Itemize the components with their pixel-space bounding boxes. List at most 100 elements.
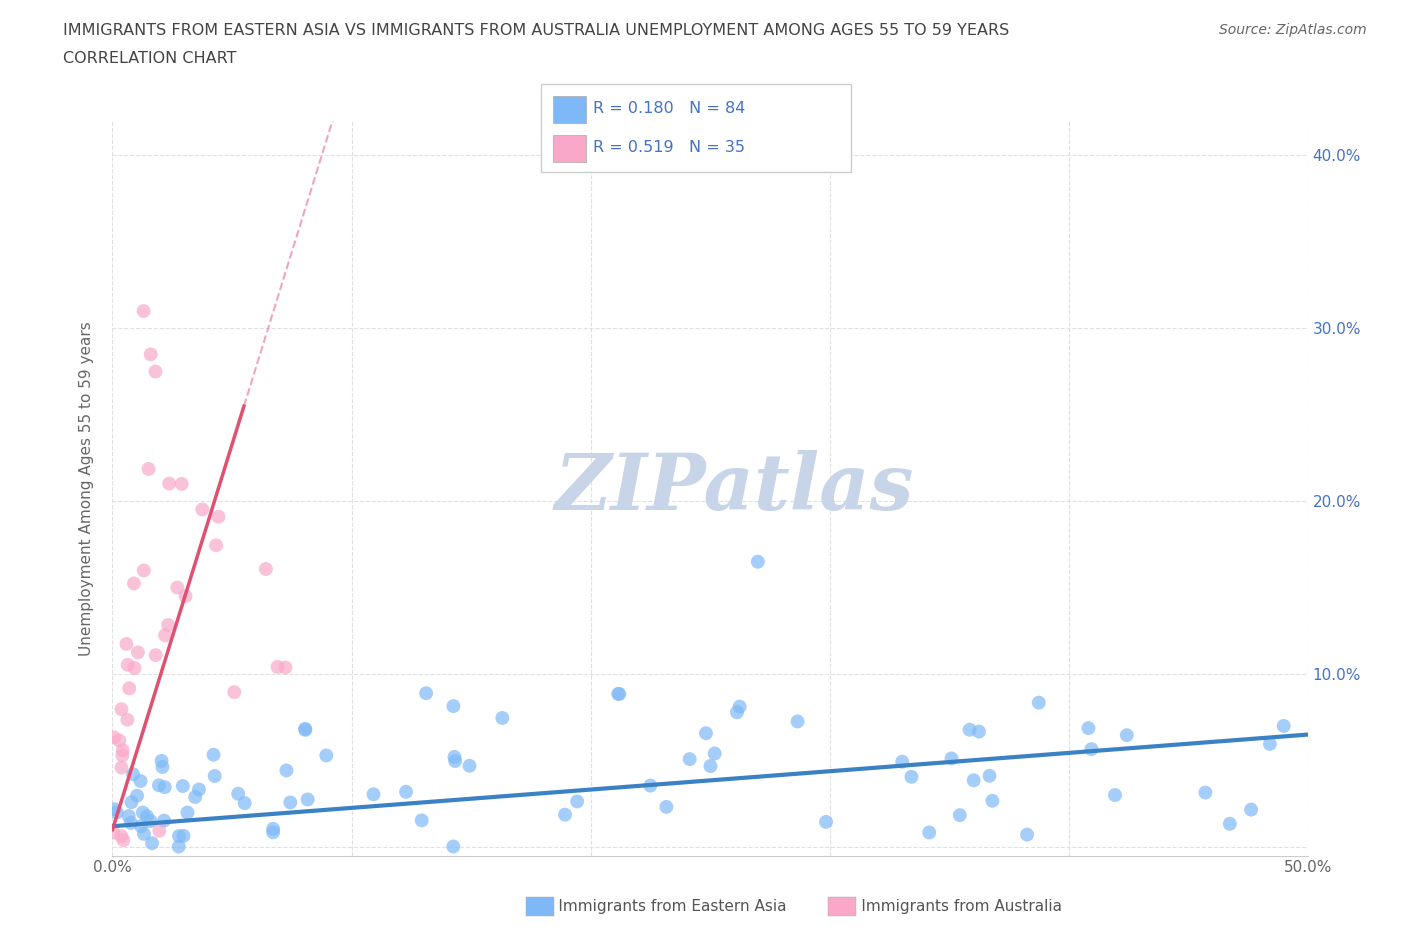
Point xyxy=(138,461,160,476)
Point xyxy=(184,790,207,804)
Point xyxy=(153,628,176,643)
Point xyxy=(786,714,808,729)
Point xyxy=(747,554,769,569)
Point xyxy=(918,825,941,840)
Point xyxy=(815,815,838,830)
Point xyxy=(415,685,437,700)
Point xyxy=(262,825,284,840)
Point xyxy=(274,660,297,675)
Point xyxy=(117,658,139,672)
Point xyxy=(187,782,209,797)
Point xyxy=(103,825,125,840)
Point xyxy=(132,563,155,578)
Point xyxy=(1194,785,1216,800)
Point xyxy=(122,576,145,591)
Point xyxy=(120,816,142,830)
Point xyxy=(132,827,155,842)
Point xyxy=(297,792,319,807)
Point xyxy=(411,813,433,828)
Point xyxy=(173,829,195,844)
Point xyxy=(111,748,134,763)
Point xyxy=(728,699,751,714)
Point xyxy=(141,880,163,895)
Y-axis label: Unemployment Among Ages 55 to 59 years: Unemployment Among Ages 55 to 59 years xyxy=(79,321,94,656)
Point xyxy=(148,777,170,792)
Text: Source: ZipAtlas.com: Source: ZipAtlas.com xyxy=(1219,23,1367,37)
Point xyxy=(139,347,162,362)
Point xyxy=(1272,719,1295,734)
Point xyxy=(103,730,125,745)
Point xyxy=(567,794,589,809)
Point xyxy=(703,746,725,761)
Text: ZIPatlas: ZIPatlas xyxy=(554,450,914,526)
Point xyxy=(127,645,149,660)
Point xyxy=(294,722,316,737)
Point xyxy=(129,774,152,789)
Point xyxy=(900,769,922,784)
Point xyxy=(117,712,139,727)
Point xyxy=(655,800,678,815)
Text: IMMIGRANTS FROM EASTERN ASIA VS IMMIGRANTS FROM AUSTRALIA UNEMPLOYMENT AMONG AGE: IMMIGRANTS FROM EASTERN ASIA VS IMMIGRAN… xyxy=(63,23,1010,38)
Point xyxy=(1077,721,1099,736)
Text: R = 0.519   N = 35: R = 0.519 N = 35 xyxy=(593,140,745,155)
Point xyxy=(207,510,229,525)
Point xyxy=(363,787,385,802)
Point xyxy=(127,789,149,804)
Point xyxy=(640,778,662,793)
Point xyxy=(959,723,981,737)
Point xyxy=(491,711,513,725)
Point xyxy=(725,705,748,720)
Point xyxy=(150,753,173,768)
Point xyxy=(967,724,990,739)
Point xyxy=(1080,742,1102,757)
Point xyxy=(157,476,180,491)
Point xyxy=(157,618,180,632)
Point xyxy=(145,647,167,662)
Point xyxy=(441,839,464,854)
Point xyxy=(148,823,170,838)
Point xyxy=(167,829,190,844)
Point xyxy=(121,795,143,810)
Point xyxy=(443,750,465,764)
Point xyxy=(441,698,464,713)
Point xyxy=(294,723,316,737)
Point xyxy=(278,795,301,810)
Point xyxy=(458,758,481,773)
Point xyxy=(174,589,197,604)
Point xyxy=(276,763,298,777)
Point xyxy=(395,784,418,799)
Point xyxy=(679,751,702,766)
Point xyxy=(979,768,1001,783)
Point xyxy=(1015,827,1038,842)
Point xyxy=(444,753,467,768)
Point xyxy=(1115,727,1137,742)
Point xyxy=(167,839,190,854)
Point xyxy=(103,802,125,817)
Point xyxy=(122,766,145,781)
Point xyxy=(1028,696,1050,711)
Point xyxy=(1240,803,1263,817)
Point xyxy=(226,786,249,801)
Point xyxy=(176,805,198,820)
Text: Immigrants from Australia: Immigrants from Australia xyxy=(837,899,1062,914)
Point xyxy=(105,865,128,880)
Point xyxy=(166,580,188,595)
Point xyxy=(184,865,207,880)
Point xyxy=(152,760,174,775)
Point xyxy=(315,748,337,763)
Point xyxy=(141,836,163,851)
Point xyxy=(207,862,229,877)
Point xyxy=(554,807,576,822)
Point xyxy=(963,773,986,788)
Point xyxy=(1219,817,1241,831)
Point xyxy=(607,686,630,701)
Point xyxy=(110,829,132,844)
Point xyxy=(110,702,132,717)
Point xyxy=(118,808,141,823)
Point xyxy=(1104,788,1126,803)
Point xyxy=(202,748,225,763)
Point xyxy=(112,832,135,847)
Point xyxy=(981,793,1004,808)
Point xyxy=(132,303,155,318)
Point xyxy=(105,805,128,820)
